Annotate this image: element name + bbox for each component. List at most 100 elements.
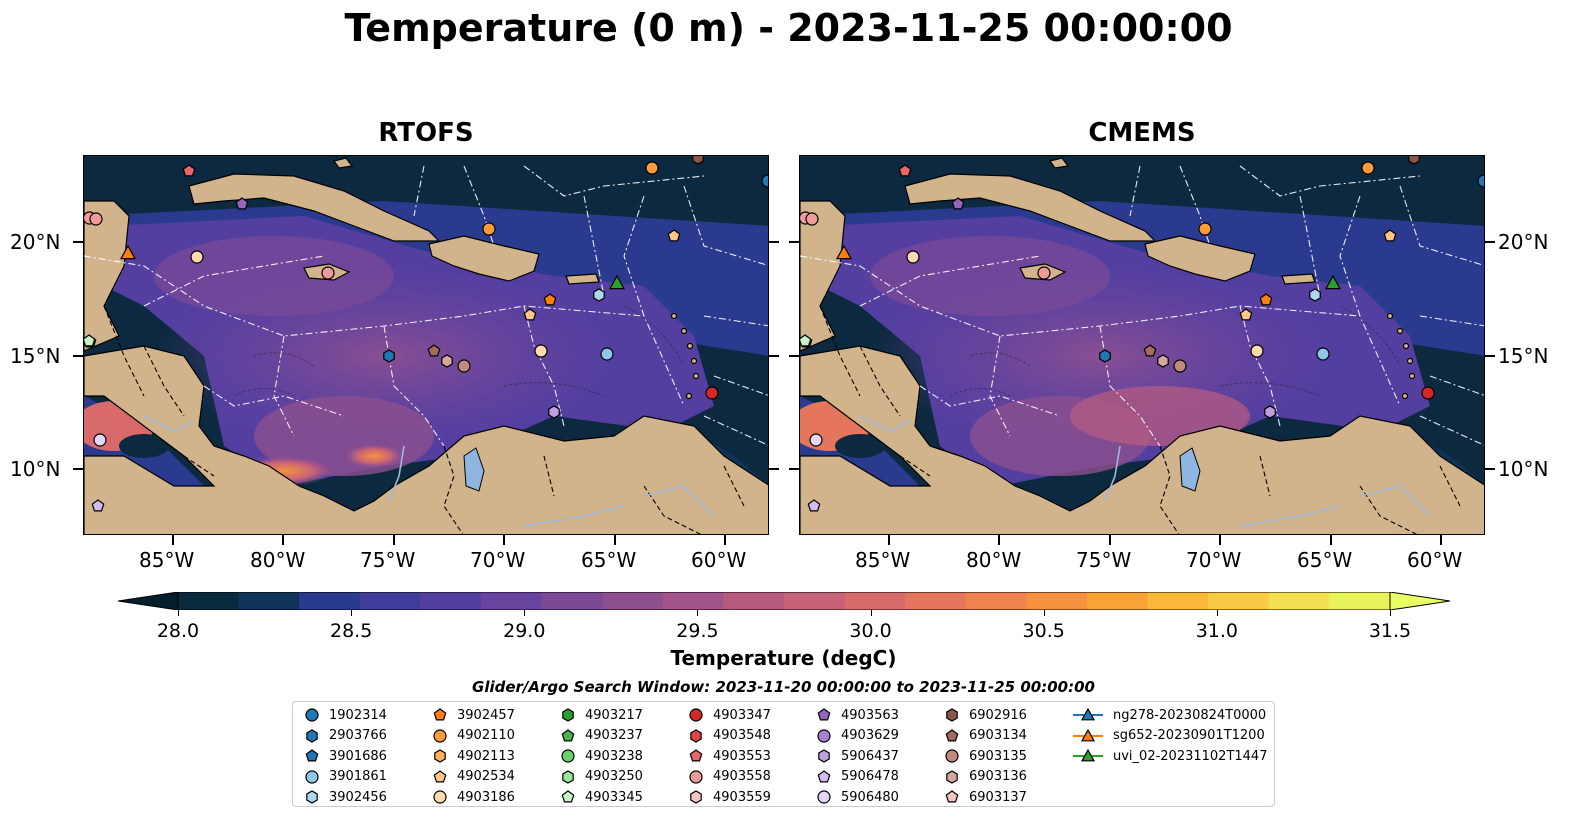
float-marker <box>1239 308 1253 321</box>
lat-tick <box>789 468 799 470</box>
legend-item: 4903237 <box>559 726 643 746</box>
land-lesser-antilles <box>1406 357 1414 365</box>
legend-label: 4903217 <box>585 707 643 723</box>
colorbar-tick-mark <box>178 610 179 616</box>
eez-boundary <box>1179 165 1211 247</box>
eez-boundary <box>273 335 295 437</box>
legend-symbol <box>689 769 703 784</box>
legend-label: 6903135 <box>969 748 1027 764</box>
legend-symbol <box>817 790 831 804</box>
colorbar-segment <box>1026 592 1088 610</box>
land-lesser-antilles <box>680 327 688 335</box>
lat-tick <box>73 355 83 357</box>
colorbar-tick-label: 29.5 <box>676 620 719 642</box>
land-yucatan <box>800 200 846 352</box>
legend-item: 6903136 <box>943 767 1027 787</box>
eez-boundary <box>1129 165 1141 217</box>
lat-tick <box>73 468 83 470</box>
legend-symbol <box>945 749 959 763</box>
lon-label-80w-right: 80°W <box>966 548 1022 572</box>
legend-symbol <box>946 769 958 784</box>
float-marker <box>523 308 537 321</box>
colorbar-tick-label: 28.5 <box>329 620 373 642</box>
country-border <box>1259 455 1271 497</box>
lat-tick <box>1485 355 1495 357</box>
legend-label: uvi_02-20231102T1447 <box>1113 748 1268 764</box>
land-lesser-antilles <box>1402 342 1410 350</box>
panel-title-rtofs: RTOFS <box>378 118 474 148</box>
legend-marker-pentagon <box>817 769 831 782</box>
map-panel-cmems[interactable] <box>799 155 1485 535</box>
legend-marker-pentagon <box>945 790 959 803</box>
legend-symbol <box>562 708 574 722</box>
legend-label: ng278-20230824T0000 <box>1113 707 1267 723</box>
float-marker <box>1264 405 1276 419</box>
land-central-south-america <box>84 345 768 534</box>
bathymetry-contour <box>969 352 1031 367</box>
legend-symbol <box>689 749 703 762</box>
legend-item: ng278-20230824T0000 <box>1071 705 1266 725</box>
float-marker <box>1157 354 1169 368</box>
search-window-caption: Glider/Argo Search Window: 2023-11-20 00… <box>472 678 1095 696</box>
map-panel-rtofs[interactable] <box>83 155 769 535</box>
float-marker <box>1173 359 1187 373</box>
colorbar-segment <box>1147 592 1209 610</box>
legend-symbol <box>305 708 319 722</box>
colorbar-tick-mark <box>1043 610 1045 616</box>
legend-marker-triangle-line <box>1073 707 1103 721</box>
eez-boundary <box>703 315 768 327</box>
land-lesser-antilles <box>1408 372 1416 380</box>
legend-marker-pentagon <box>945 728 959 741</box>
legend-symbol <box>1080 728 1096 741</box>
colorbar-tick-label: 29.0 <box>503 620 546 642</box>
float-marker <box>89 212 103 226</box>
float-marker <box>321 266 335 280</box>
legend-symbol <box>305 769 319 784</box>
lon-tick <box>614 535 616 545</box>
legend-item: 4903558 <box>687 767 771 787</box>
legend-marker-pentagon <box>561 790 575 803</box>
eez-boundary <box>859 255 1041 307</box>
float-marker <box>190 250 204 264</box>
country-border <box>819 305 861 397</box>
legend-symbol <box>306 790 318 804</box>
land-cuba <box>188 173 441 242</box>
legend-label: 2903766 <box>329 728 387 743</box>
lat-label-15n-right: 15°N <box>1498 344 1549 368</box>
legend-marker-hexagon <box>562 708 574 722</box>
legend-item: 4902534 <box>431 767 515 787</box>
land-cuba <box>904 173 1157 242</box>
country-border <box>143 345 185 417</box>
legend-item: 3902456 <box>303 787 387 807</box>
lat-label-10n-right: 10°N <box>1498 457 1549 481</box>
colorbar-tick-label: 31.5 <box>1368 620 1412 642</box>
legend-symbol <box>689 708 703 722</box>
float-marker <box>427 344 441 357</box>
legend-label: 6903137 <box>969 789 1027 805</box>
river <box>523 505 625 527</box>
lon-label-75w-right: 75°W <box>1076 548 1132 572</box>
legend-label: 4903553 <box>713 748 771 764</box>
legend-symbol <box>817 728 831 743</box>
legend-label: 4902110 <box>457 728 515 743</box>
legend-symbol <box>818 749 830 763</box>
river <box>643 485 715 517</box>
float-marker <box>645 161 659 175</box>
legend-label: 5906478 <box>841 769 899 784</box>
legend-item: 3901861 <box>303 767 387 787</box>
legend-marker-triangle-line <box>1073 748 1103 762</box>
country-border <box>543 455 555 497</box>
float-marker <box>383 349 395 363</box>
land-lesser-antilles <box>670 312 678 320</box>
bathymetry-contour <box>233 388 295 397</box>
float-marker <box>93 433 107 447</box>
lon-tick <box>1219 535 1221 545</box>
legend-item: 5906478 <box>815 767 899 787</box>
glider-marker <box>1324 274 1342 290</box>
legend-symbol <box>433 708 447 721</box>
land-lesser-antilles <box>685 392 693 400</box>
float-marker <box>805 212 819 226</box>
lat-label-10n-left: 10°N <box>10 457 61 481</box>
eez-boundary <box>1299 195 1321 297</box>
float-marker <box>1198 222 1212 236</box>
